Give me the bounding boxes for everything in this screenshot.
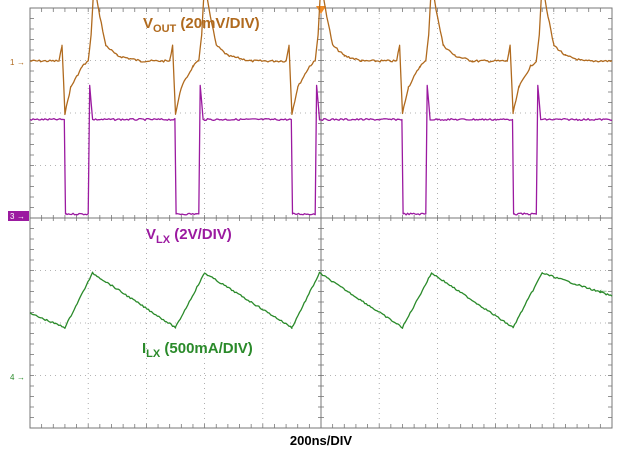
ilx-label-sub: LX xyxy=(146,348,161,360)
x-axis-label: 200ns/DIV xyxy=(290,433,352,448)
vlx-label: VLX (2V/DIV) xyxy=(146,226,232,246)
ilx-trace xyxy=(29,271,613,329)
channel-1-arrow-icon: → xyxy=(17,58,25,67)
vout-label-rest: (20mV/DIV) xyxy=(176,15,259,32)
channel-3-marker-text: 3 xyxy=(10,212,15,221)
channel-3-arrow-icon: → xyxy=(17,212,25,221)
channel-4-marker: 4 → xyxy=(10,373,25,382)
channel-1-marker-text: 1 xyxy=(10,58,15,67)
vout-label-sub: OUT xyxy=(153,23,177,35)
ilx-label: ILX (500mA/DIV) xyxy=(142,340,253,360)
vlx-label-rest: (2V/DIV) xyxy=(170,226,232,243)
graticule xyxy=(29,7,613,429)
vout-trace xyxy=(29,0,613,116)
ilx-label-main: I xyxy=(142,340,146,357)
channel-3-marker: 3 → xyxy=(8,211,29,221)
channel-4-arrow-icon: → xyxy=(17,373,25,382)
vlx-label-sub: LX xyxy=(156,234,171,246)
vout-label: VOUT (20mV/DIV) xyxy=(143,15,260,35)
waveform-traces xyxy=(29,0,613,329)
channel-4-marker-text: 4 xyxy=(10,373,15,382)
trigger-marker xyxy=(316,6,326,14)
ilx-label-rest: (500mA/DIV) xyxy=(160,340,253,357)
vout-label-main: V xyxy=(143,15,153,32)
channel-1-marker: 1 → xyxy=(10,58,25,67)
vlx-label-main: V xyxy=(146,226,156,243)
vlx-trace xyxy=(29,84,613,216)
level-arrow-icon: ← xyxy=(597,282,609,296)
